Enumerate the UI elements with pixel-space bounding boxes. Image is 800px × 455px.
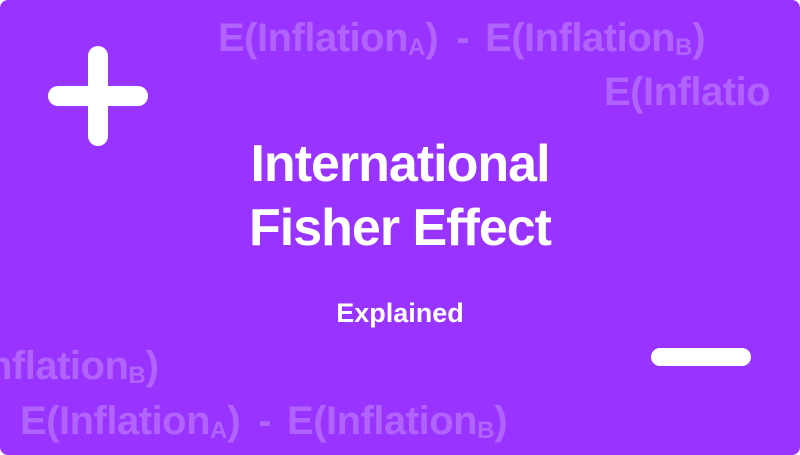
watermark-word: Inflation [59,399,211,443]
subtitle: Explained [336,298,464,328]
watermark-word-clipped: Inflatio [643,70,771,114]
minus-icon [651,348,751,366]
watermark-subscript-b: B [477,417,495,444]
watermark-word: Inflation [257,16,409,60]
watermark-subscript-a: A [210,417,228,444]
watermark-e-prefix: E( [218,16,258,60]
watermark-close-paren: ) [425,16,439,60]
watermark-e-prefix: E( [604,70,644,114]
watermark-word-clipped: nflation [0,344,129,388]
watermark-close-paren: ) [692,16,706,60]
watermark-e-prefix: E( [20,399,60,443]
watermark-minus-sign: - [258,399,272,443]
watermark-close-paren: ) [494,399,508,443]
title-line-2: Fisher Effect [249,199,552,257]
plus-icon [48,46,148,146]
watermark-subscript-b: B [675,34,693,61]
watermark-subscript-a: A [408,34,426,61]
watermark-word: Inflation [524,16,676,60]
watermark-word: Inflation [326,399,478,443]
watermark-formula-left: nflationB) [0,346,159,388]
watermark-e-prefix: E( [485,16,525,60]
title-line-1: International [250,135,550,193]
watermark-formula-bottom: E(InflationA) - E(InflationB) [20,399,508,444]
watermark-close-paren: ) [227,399,241,443]
main-title: International Fisher Effect [0,132,800,260]
watermark-formula-top: E(InflationA) - E(InflationB) [218,16,706,61]
plus-icon-vertical-bar [88,46,108,146]
watermark-minus-sign: - [456,16,470,60]
watermark-subscript-b: B [128,362,146,389]
watermark-close-paren: ) [145,344,159,388]
watermark-e-prefix: E( [287,399,327,443]
watermark-formula-right: E(Inflatio [604,70,771,114]
